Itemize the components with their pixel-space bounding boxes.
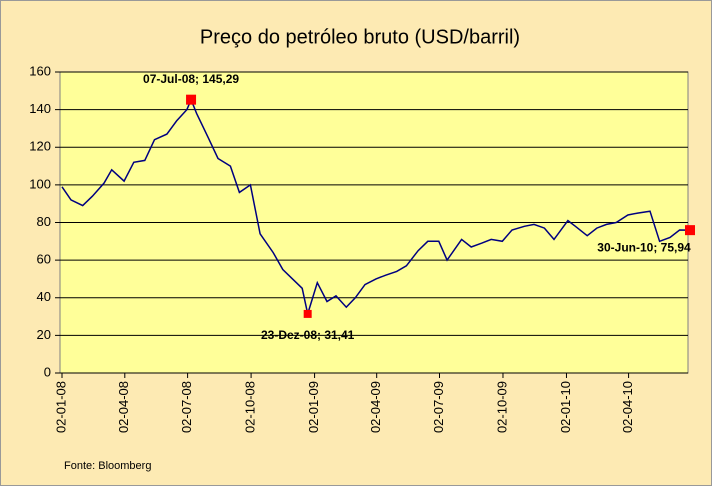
chart-title: Preço do petróleo bruto (USD/barril) xyxy=(200,26,520,48)
y-tick-label: 160 xyxy=(29,63,51,78)
x-tick-label: 02-07-09 xyxy=(431,381,446,433)
x-tick-label: 02-01-09 xyxy=(306,381,321,433)
y-tick-label: 100 xyxy=(29,176,51,191)
x-tick-label: 02-10-09 xyxy=(494,381,509,433)
annotation-marker xyxy=(186,94,197,105)
x-tick-label: 02-01-08 xyxy=(53,381,68,433)
y-tick-label: 20 xyxy=(37,327,51,342)
x-tick-label: 02-07-08 xyxy=(179,381,194,433)
x-tick-label: 02-04-09 xyxy=(368,381,383,433)
y-tick-label: 80 xyxy=(37,214,51,229)
annotation-label: 30-Jun-10; 75,94 xyxy=(597,240,691,254)
x-tick-label: 02-04-08 xyxy=(116,381,131,433)
annotation-marker xyxy=(303,309,312,318)
y-tick-label: 0 xyxy=(44,364,51,379)
x-tick-label: 02-10-08 xyxy=(243,381,258,433)
y-tick-label: 40 xyxy=(37,289,51,304)
price-line xyxy=(61,97,691,317)
source-note: Fonte: Bloomberg xyxy=(64,460,151,472)
annotation-label: 23-Dez-08; 31,41 xyxy=(261,328,355,342)
y-tick-label: 140 xyxy=(29,101,51,116)
y-tick-label: 60 xyxy=(37,252,51,267)
x-tick-label: 02-01-10 xyxy=(558,381,573,433)
x-tick-label: 02-04-10 xyxy=(620,381,635,433)
annotation-label: 07-Jul-08; 145,29 xyxy=(143,72,239,86)
annotation-marker xyxy=(685,225,695,236)
y-tick-label: 120 xyxy=(29,139,51,154)
